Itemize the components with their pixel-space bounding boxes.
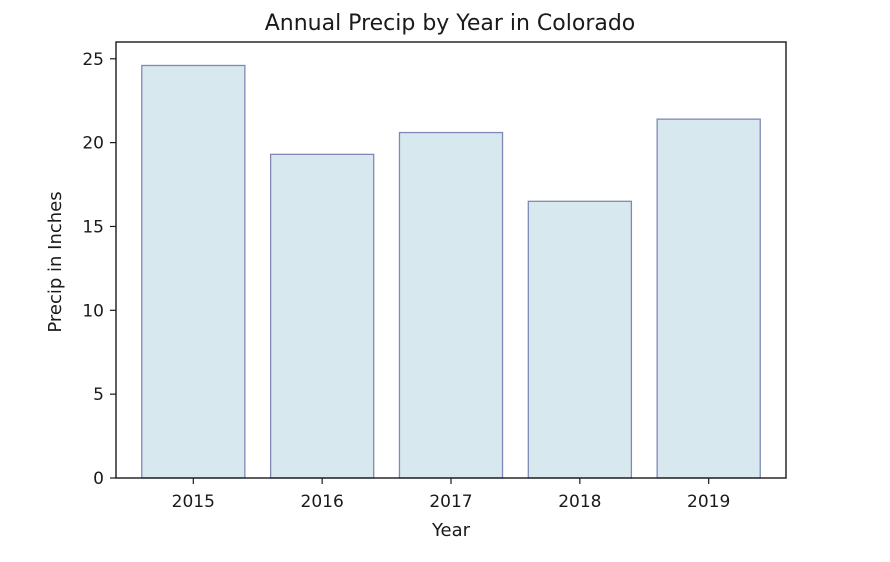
- bar-2017: [398, 131, 504, 479]
- chart-title: Annual Precip by Year in Colorado: [265, 11, 636, 36]
- y-tick-label: 5: [93, 385, 104, 405]
- y-tick-label: 0: [93, 469, 104, 489]
- y-tick-label: 10: [82, 301, 104, 321]
- y-axis-ticks: 0 5 10 15 20 25: [82, 50, 116, 489]
- x-tick-label: 2018: [558, 492, 601, 512]
- y-axis-label: Precip in Inches: [45, 191, 66, 332]
- bar-2019: [656, 118, 761, 479]
- bar-2015: [141, 64, 246, 479]
- bar-2016: [269, 153, 375, 479]
- y-tick-label: 15: [82, 217, 104, 237]
- x-axis-label: Year: [431, 520, 471, 541]
- x-tick-label: 2016: [301, 492, 344, 512]
- x-tick-label: 2017: [429, 492, 472, 512]
- y-tick-label: 20: [82, 134, 104, 154]
- y-tick-label: 25: [82, 50, 104, 70]
- bars: [141, 64, 761, 479]
- x-tick-label: 2015: [172, 492, 215, 512]
- plot-frame: [115, 41, 787, 479]
- x-tick-label: 2019: [687, 492, 730, 512]
- x-axis-ticks: 2015 2016 2017 2018 2019: [172, 478, 730, 512]
- bar-2018: [527, 200, 633, 479]
